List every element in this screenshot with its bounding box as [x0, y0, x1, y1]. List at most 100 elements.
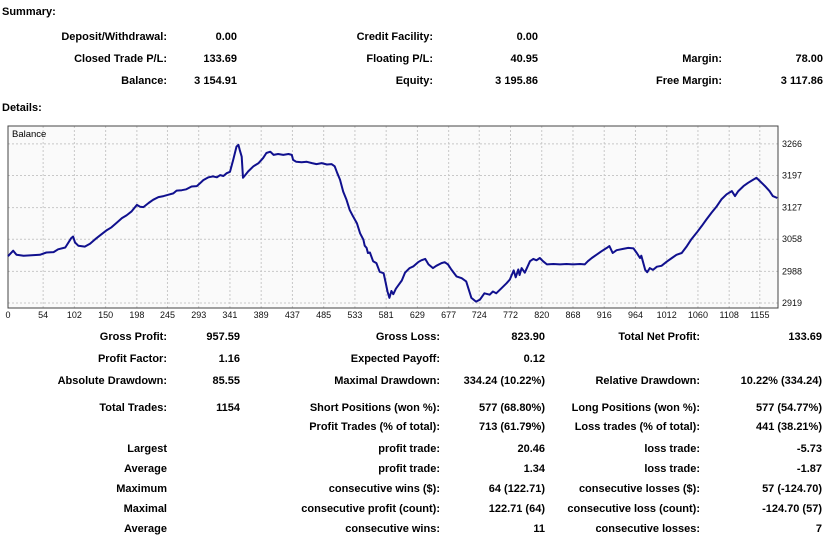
balance-chart: 0 54 102 150 198 245 293 341 389 437 485 533 581 629 6… [5, 125, 802, 320]
stat-label: consecutive wins: [345, 523, 440, 535]
stat-label: Expected Payoff: [350, 353, 440, 365]
stat-row: Closed Trade P/L: 133.69 Floating P/L: 40.9… [0, 53, 823, 75]
x-tick-label: 1108 [720, 310, 739, 320]
stat-label: Equity: [395, 75, 433, 87]
stat-value: 78.00 [795, 53, 823, 65]
stat-label: Loss trades (% of total): [574, 421, 700, 433]
stat-value: 441 (38.21%) [755, 421, 822, 433]
stat-label: Relative Drawdown: [595, 375, 700, 387]
stat-label: Maximal [123, 503, 167, 515]
stat-label: Short Positions (won %): [309, 402, 440, 414]
y-tick-label: 2988 [782, 266, 802, 276]
stat-value: 0.12 [523, 353, 545, 365]
stat-label: Gross Profit: [99, 331, 167, 343]
x-tick-label: 341 [222, 310, 237, 320]
stat-value: 122.71 (64) [488, 503, 545, 515]
x-tick-label: 1060 [688, 310, 708, 320]
stat-row: Profit Factor: 1.16 Expected Payoff: 0.12 [0, 353, 822, 375]
stat-label: consecutive losses: [595, 523, 700, 535]
stat-value: 1154 [216, 402, 240, 414]
x-tick-label: 820 [534, 310, 549, 320]
stat-label: Gross Loss: [375, 331, 440, 343]
stat-value: -5.73 [796, 443, 822, 455]
stat-label: Long Positions (won %): [571, 402, 700, 414]
stat-label: consecutive profit (count): [301, 503, 440, 515]
y-tick-label: 3127 [782, 203, 802, 213]
stat-value [700, 353, 822, 375]
stat-label: Average [123, 463, 167, 475]
x-tick-label: 868 [565, 310, 580, 320]
chart-series-label: Balance [12, 129, 46, 140]
stat-value: 133.69 [788, 331, 822, 343]
stat-row: Gross Profit: 957.59 Gross Loss: 823.90 Tota… [0, 331, 822, 353]
stat-value: 7 [815, 523, 822, 535]
stat-value: 0.00 [516, 31, 538, 43]
stat-value [167, 503, 240, 523]
stat-label: consecutive loss (count): [567, 503, 700, 515]
stat-label: Margin: [682, 53, 722, 65]
stat-row: Deposit/Withdrawal: 0.00 Credit Facility: 0… [0, 31, 823, 53]
stat-row: Balance: 3 154.91 Equity: 3 195.86 Free Marg… [0, 75, 823, 97]
x-tick-label: 54 [38, 310, 48, 320]
balance-line [7, 143, 778, 303]
x-tick-label: 724 [472, 310, 487, 320]
chart-plot-area [8, 126, 778, 308]
stat-value: 0.00 [215, 31, 237, 43]
stat-value: 1.16 [218, 353, 240, 365]
stat-value: 64 (122.71) [488, 483, 545, 495]
stat-label: Credit Facility: [356, 31, 433, 43]
chart-border [7, 125, 779, 309]
x-tick-label: 677 [441, 310, 456, 320]
x-tick-label: 1012 [657, 310, 677, 320]
stat-value: -1.87 [796, 463, 822, 475]
x-tick-label: 485 [316, 310, 331, 320]
stat-label: Total Trades: [99, 402, 167, 414]
details-trades-table: Total Trades: 1154 Short Positions (won %)… [0, 402, 822, 440]
stat-label: consecutive losses ($): [578, 483, 700, 495]
stat-row: Maximal consecutive profit (count): 122.71… [0, 503, 822, 523]
details-profit-table: Gross Profit: 957.59 Gross Loss: 823.90 Tota… [0, 331, 822, 397]
x-tick-label: 629 [410, 310, 425, 320]
stat-value: 133.69 [203, 53, 237, 65]
stat-value: 11 [533, 523, 545, 535]
stat-value [167, 523, 240, 543]
stat-label [0, 421, 167, 440]
stat-label: loss trade: [644, 463, 700, 475]
stat-value: 577 (68.80%) [478, 402, 545, 414]
stat-label: Maximal Drawdown: [334, 375, 440, 387]
stat-value [167, 483, 240, 503]
stat-row: Average profit trade: 1.34 loss trade: -1.87 [0, 463, 822, 483]
stat-label: Maximum [116, 483, 167, 495]
stat-label [538, 31, 722, 53]
stat-label: Profit Factor: [97, 353, 167, 365]
x-tick-label: 293 [191, 310, 206, 320]
stat-label: Floating P/L: [366, 53, 433, 65]
stat-value: 577 (54.77%) [755, 402, 822, 414]
stat-label: Balance: [121, 75, 167, 87]
details-series-table: Largest profit trade: 20.46 loss trade: -5.7… [0, 443, 822, 543]
stat-value: 20.46 [517, 443, 545, 455]
x-tick-label: 772 [503, 310, 518, 320]
x-tick-label: 533 [347, 310, 362, 320]
stat-value [167, 421, 240, 440]
stat-value: 10.22% (334.24) [740, 375, 822, 387]
stat-value: 957.59 [206, 331, 240, 343]
details-heading: Details: [2, 102, 42, 114]
stat-row: Total Trades: 1154 Short Positions (won %)… [0, 402, 822, 421]
y-tick-label: 3058 [782, 234, 802, 244]
x-tick-label: 245 [160, 310, 175, 320]
x-tick-label: 389 [254, 310, 269, 320]
stat-label: consecutive wins ($): [328, 483, 440, 495]
stat-label: Average [123, 523, 167, 535]
x-tick-label: 0 [5, 310, 10, 320]
y-tick-label: 2919 [782, 298, 802, 308]
stat-value: 1.34 [523, 463, 545, 475]
stat-row: Absolute Drawdown: 85.55 Maximal Drawdown:… [0, 375, 822, 397]
stat-label [545, 353, 700, 375]
stat-value: 85.55 [212, 375, 240, 387]
stat-value: 334.24 (10.22%) [463, 375, 545, 387]
x-tick-label: 581 [379, 310, 394, 320]
stat-value: 3 117.86 [780, 75, 823, 87]
stat-label: Total Net Profit: [618, 331, 700, 343]
